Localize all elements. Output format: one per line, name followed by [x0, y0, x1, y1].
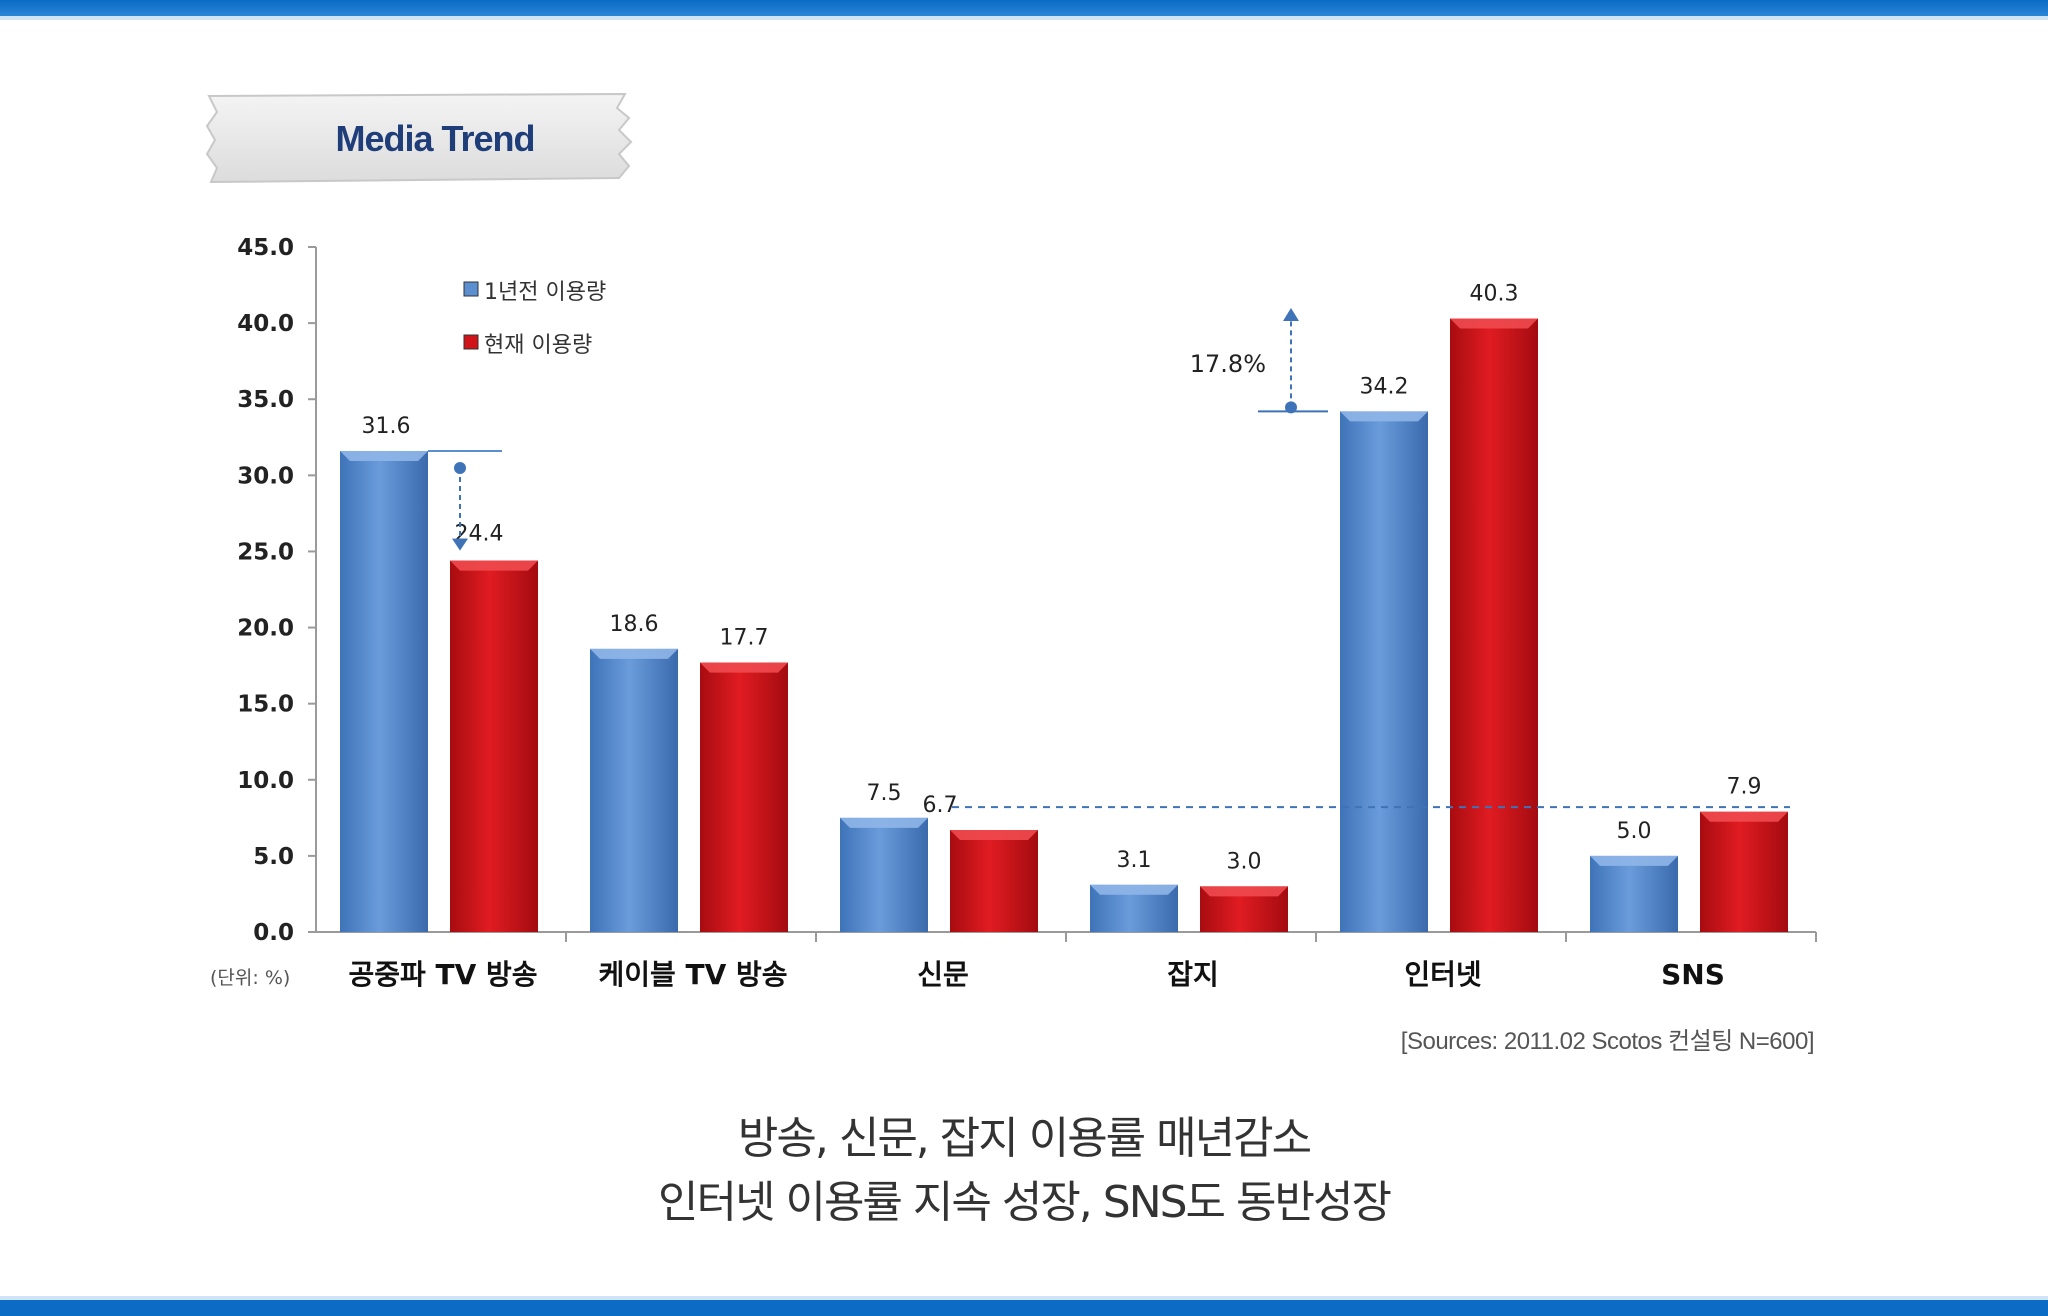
- x-category-label: 공중파 TV 방송: [348, 958, 537, 991]
- y-tick-label: 40.0: [237, 311, 294, 337]
- caption-line-2: 인터넷 이용률 지속 성장, SNS도 동반성장: [658, 1177, 1392, 1228]
- top-accent-bar: [0, 0, 2048, 20]
- bottom-accent-bar: [0, 1296, 2048, 1316]
- decrease-arrow-head: [452, 538, 468, 551]
- y-tick-label: 30.0: [237, 463, 294, 489]
- bar: [950, 830, 1038, 932]
- bar: [840, 817, 928, 932]
- bar: [700, 662, 788, 932]
- legend-label: 1년전 이용량: [484, 280, 606, 305]
- x-category-label: 잡지: [1167, 958, 1219, 991]
- title-banner: Media Trend: [205, 90, 645, 186]
- bar: [340, 450, 428, 932]
- bar-top-bevel: [1700, 811, 1788, 822]
- bar-top-bevel: [1200, 886, 1288, 897]
- title-banner-shape: [205, 92, 633, 184]
- bar-top-bevel: [1450, 318, 1538, 329]
- data-label: 6.7: [923, 793, 958, 818]
- legend-label: 현재 이용량: [484, 333, 592, 358]
- bar: [1700, 811, 1788, 932]
- data-label: 7.9: [1727, 775, 1762, 800]
- y-tick-label: 25.0: [237, 539, 294, 565]
- bar-top-bevel: [950, 830, 1038, 841]
- bar: [450, 560, 538, 932]
- y-tick-label: 20.0: [237, 616, 294, 642]
- bar: [1340, 411, 1428, 932]
- data-label: 5.0: [1617, 819, 1652, 844]
- data-label: 40.3: [1470, 282, 1519, 307]
- legend-swatch: [463, 281, 479, 297]
- data-label: 31.6: [362, 414, 411, 439]
- y-tick-label: 15.0: [237, 692, 294, 718]
- bar-top-bevel: [1090, 884, 1178, 895]
- legend-swatch: [463, 334, 479, 350]
- bar-top-bevel: [1340, 411, 1428, 422]
- data-label: 3.0: [1227, 849, 1262, 874]
- y-tick-label: 5.0: [253, 844, 294, 870]
- y-tick-label: 35.0: [237, 387, 294, 413]
- data-label: 34.2: [1360, 374, 1409, 399]
- y-tick-label: 10.0: [237, 768, 294, 794]
- growth-annotation: 17.8%: [1190, 350, 1266, 378]
- caption-line-1: 방송, 신문, 잡지 이용률 매년감소: [737, 1113, 1312, 1164]
- source-note: [Sources: 2011.02 Scotos 컨설팅 N=600]: [1400, 1028, 1815, 1055]
- unit-label: (단위: %): [210, 967, 291, 989]
- data-label: 7.5: [867, 781, 902, 806]
- x-category-label: SNS: [1661, 958, 1725, 991]
- data-label: 18.6: [610, 612, 659, 637]
- y-tick-label: 45.0: [237, 235, 294, 261]
- bar: [1450, 318, 1538, 932]
- bar: [1590, 855, 1678, 932]
- y-tick-label: 0.0: [253, 920, 294, 946]
- data-label: 17.7: [720, 626, 769, 651]
- bar-top-bevel: [340, 450, 428, 461]
- x-category-label: 케이블 TV 방송: [598, 958, 787, 991]
- bar: [590, 648, 678, 932]
- increase-arrow-head: [1283, 308, 1299, 321]
- x-category-label: 신문: [917, 958, 969, 991]
- bar-top-bevel: [840, 817, 928, 828]
- page-title: Media Trend: [335, 118, 535, 159]
- bar-top-bevel: [1590, 855, 1678, 866]
- bar-top-bevel: [700, 662, 788, 673]
- x-category-label: 인터넷: [1404, 958, 1481, 991]
- bar-top-bevel: [590, 648, 678, 659]
- bar-top-bevel: [450, 560, 538, 571]
- data-label: 3.1: [1117, 848, 1152, 873]
